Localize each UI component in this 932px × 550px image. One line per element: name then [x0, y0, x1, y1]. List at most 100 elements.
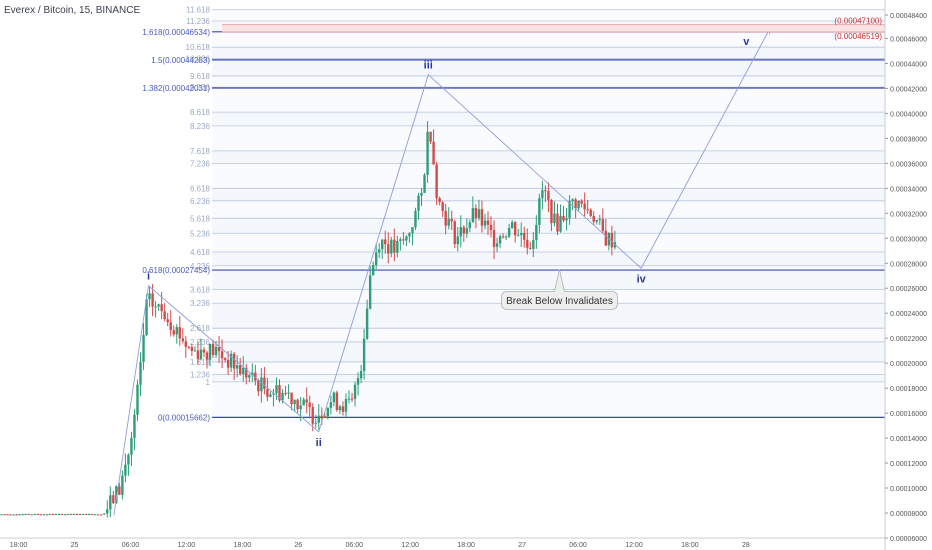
candle-body: [441, 202, 444, 211]
candle-body: [220, 351, 224, 359]
candle-body: [335, 392, 339, 411]
price-axis: 0.00048400 0.00046000 0.00044000 0.00042000…: [884, 0, 927, 550]
candle-body: [133, 414, 136, 438]
candle-body: [402, 239, 405, 241]
candle-body: [121, 475, 124, 495]
time-tick-label: 18:00: [457, 542, 475, 549]
annotation: Break Below Invalidates: [501, 269, 618, 310]
fib-label: 10.236: [186, 54, 211, 63]
fib-band: [212, 125, 885, 151]
fib-band: [212, 265, 885, 271]
candle-body: [172, 330, 175, 335]
time-tick-label: 18:00: [234, 542, 252, 549]
candle-body: [553, 213, 556, 224]
candle-body: [462, 227, 466, 234]
candle-body: [510, 222, 514, 229]
fib-label: 5.618: [190, 214, 211, 223]
candle-body: [341, 406, 345, 412]
wave-label: ii: [316, 437, 322, 449]
price-tick-label: 0.00038000: [890, 136, 927, 143]
candle-body: [226, 359, 230, 368]
candle-body: [163, 311, 166, 320]
candle-body: [266, 388, 269, 397]
candle-body: [489, 224, 493, 231]
fib-band: [212, 328, 885, 342]
time-axis: 18:00 25 06:00 12:00 18:00 26 06:00 12:00 18:00 2…: [0, 537, 885, 549]
candle-body: [501, 236, 505, 238]
candle-body: [178, 327, 181, 339]
fib-label: 8.236: [190, 122, 211, 131]
fib-label: 2.236: [190, 338, 211, 347]
fib-band: [212, 218, 885, 234]
candle-body: [72, 513, 76, 515]
fib-band: [212, 150, 885, 164]
candle-body: [598, 219, 601, 221]
fib-label: 6.618: [190, 184, 211, 193]
candle-body: [6, 514, 9, 516]
candle-body: [583, 203, 586, 210]
candle-body: [54, 514, 58, 516]
candle-body: [350, 398, 354, 400]
fib-band: [212, 31, 885, 48]
price-tick-label: 0.00008000: [890, 511, 927, 518]
candle-body: [30, 514, 33, 516]
fib-label: 4.618: [190, 248, 211, 257]
candle-body: [420, 192, 423, 196]
candle-body: [541, 190, 544, 199]
candle-body: [15, 514, 18, 516]
candle-body: [151, 293, 154, 307]
candle-body: [456, 236, 459, 245]
candle-body: [526, 239, 529, 248]
candle-body: [48, 514, 52, 516]
candle-body: [356, 378, 360, 385]
candle-body: [426, 131, 429, 175]
fib-label: 1: [206, 378, 211, 387]
fib-label: 8.618: [190, 108, 211, 117]
candle-body: [239, 365, 242, 374]
candle-body: [205, 352, 209, 360]
candle-body: [592, 216, 595, 222]
candle-body: [520, 232, 523, 236]
time-tick-label: 12:00: [625, 542, 643, 549]
candle-body: [124, 464, 127, 476]
candle-body: [399, 239, 402, 241]
candle-body: [181, 338, 185, 342]
candle-body: [538, 198, 541, 225]
fib-band: [212, 252, 885, 266]
fib-label: 5.236: [190, 229, 211, 238]
candle-body: [248, 375, 251, 378]
candle-body: [109, 495, 112, 510]
candle-body: [365, 308, 369, 339]
candle-body: [498, 236, 502, 244]
fib-label: 6.236: [190, 197, 211, 206]
fib-band: [212, 112, 885, 126]
candle-body: [118, 486, 121, 495]
candle-body: [486, 220, 490, 225]
candle-body: [148, 293, 151, 300]
candle-body: [547, 191, 550, 201]
candle-body: [483, 220, 487, 226]
targets: (0.00047100) (0.00046519): [222, 17, 885, 41]
chart-title: Everex / Bitcoin, 15, BINANCE: [4, 5, 140, 16]
fib-band: [212, 361, 885, 375]
price-tick-label: 0.00010000: [890, 486, 927, 493]
candle-body: [281, 392, 284, 401]
candle-body: [474, 208, 478, 219]
candle-body: [423, 174, 426, 193]
elliott-wave-line: [113, 28, 771, 516]
candle-body: [196, 350, 200, 360]
candle-body: [574, 199, 577, 209]
candle-body: [571, 199, 574, 202]
candle-body: [136, 384, 139, 415]
candle-body: [112, 495, 115, 504]
time-tick-label: 06:00: [345, 542, 363, 549]
candle-body: [393, 239, 396, 253]
time-tick-label: 18:00: [10, 542, 28, 549]
candle-body: [323, 416, 327, 418]
price-tick-label: 0.00018000: [890, 386, 927, 393]
candle-body: [338, 406, 342, 411]
candle-body: [378, 249, 381, 253]
price-tick-label: 0.00016000: [890, 411, 927, 418]
fib-label: 1.618(0.00046534): [142, 28, 210, 37]
candle-body: [411, 227, 414, 234]
